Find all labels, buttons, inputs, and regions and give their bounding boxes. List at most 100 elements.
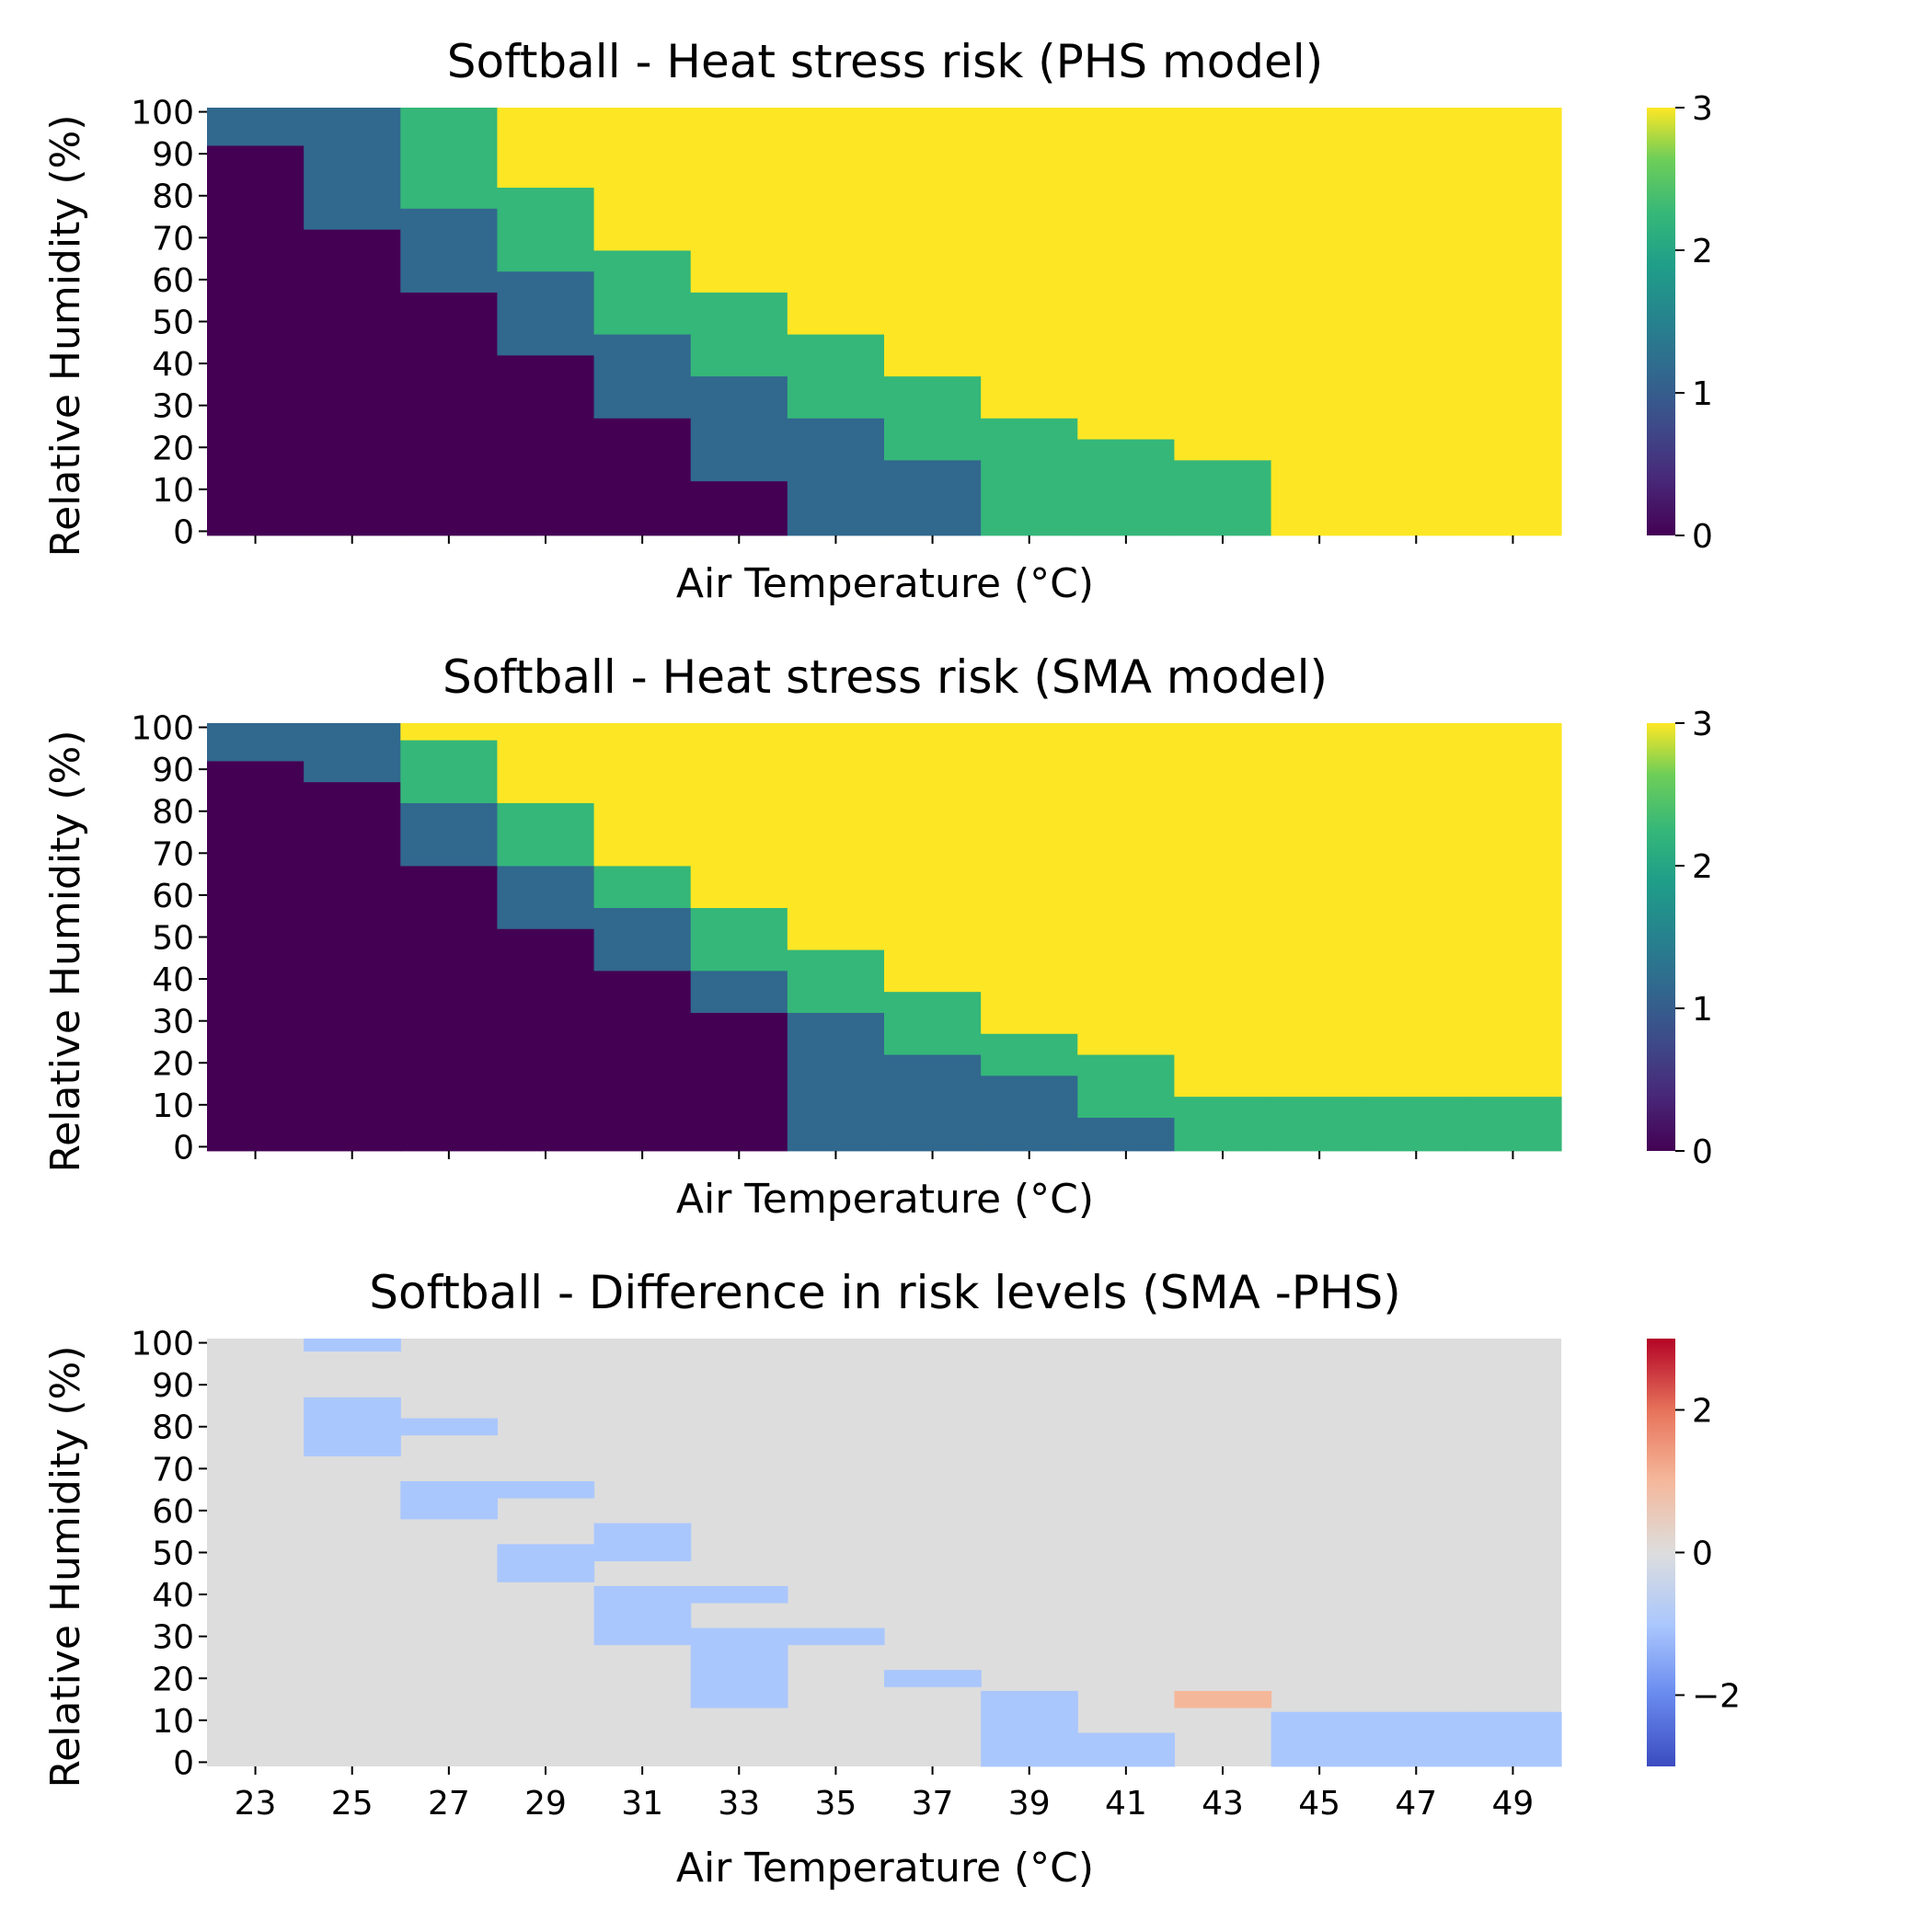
heatmap-cell-level-0 [497, 928, 594, 1151]
y-tick-label: 50 [152, 1535, 194, 1573]
heatmap-cell-diff [594, 1524, 692, 1561]
colorbar: 0 1 2 3 [1647, 90, 1713, 556]
heatmap-cell-level-2 [691, 293, 788, 377]
heatmap-cell-level-1 [497, 866, 594, 929]
heatmap-cell-level-1 [594, 334, 692, 419]
y-tick-label: 60 [152, 262, 194, 300]
heatmap-cell-level-3 [981, 723, 1078, 1034]
x-tick-label: 41 [1105, 1785, 1147, 1823]
heatmap-cell-level-2 [400, 108, 498, 209]
heatmap-cell-level-0 [691, 481, 788, 536]
heatmap-cell-level-3 [884, 723, 982, 992]
y-tick-label: 70 [152, 835, 194, 873]
y-tick-label: 100 [131, 1326, 194, 1363]
heatmap-cell-diff [304, 1397, 401, 1456]
y-tick-label: 80 [152, 178, 194, 216]
heatmap-cell-level-2 [1174, 1097, 1271, 1152]
y-tick-label: 80 [152, 1409, 194, 1447]
heatmap-cell-diff [788, 1628, 885, 1646]
heatmap-cell-level-3 [1174, 108, 1271, 460]
y-tick-label: 90 [152, 752, 194, 789]
colorbar-tick-label: 2 [1692, 233, 1713, 270]
y-tick-label: 50 [152, 305, 194, 342]
heatmap-cell-level-3 [1465, 723, 1562, 1097]
y-tick-label: 50 [152, 920, 194, 958]
heatmap-cell-level-1 [691, 376, 788, 481]
heatmap-cell-level-2 [1465, 1097, 1562, 1152]
y-tick-label: 30 [152, 1619, 194, 1657]
x-tick-label: 45 [1298, 1785, 1340, 1823]
panel-phs: Softball - Heat stress risk (PHS model) … [42, 35, 1713, 607]
y-tick-label: 20 [152, 430, 194, 467]
y-tick-label: 0 [173, 1129, 194, 1167]
y-tick-label: 90 [152, 1367, 194, 1405]
x-tick-label: 31 [621, 1785, 663, 1823]
heatmap-cell-level-3 [497, 723, 594, 803]
y-axis-label: Relative Humidity (%) [42, 1345, 89, 1788]
y-tick-label: 90 [152, 136, 194, 174]
heatmap-cell-level-0 [691, 1013, 788, 1152]
heatmap-cell-level-1 [1077, 1118, 1175, 1152]
y-tick-label: 30 [152, 388, 194, 426]
chart-title: Softball - Heat stress risk (PHS model) [447, 35, 1323, 88]
y-tick-label: 0 [173, 513, 194, 551]
heatmap-cell-level-0 [594, 418, 692, 535]
panel-sma: Softball - Heat stress risk (SMA model) … [42, 650, 1713, 1223]
y-tick-label: 60 [152, 878, 194, 915]
heatmap-cell-level-3 [594, 108, 692, 250]
heatmap-cells [207, 108, 1562, 535]
y-tick-label: 70 [152, 220, 194, 258]
heatmap-cell-level-0 [304, 229, 401, 535]
y-tick-label: 40 [152, 346, 194, 384]
heatmap-cell-level-2 [497, 803, 594, 867]
colorbar-tick-label: 2 [1692, 1393, 1713, 1431]
heatmap-cell-level-1 [884, 1054, 982, 1151]
heatmap-cell-level-2 [1077, 439, 1175, 535]
colorbar: 0 1 2 3 [1647, 706, 1713, 1171]
y-tick-label: 40 [152, 1577, 194, 1615]
heatmap-cell-diff [1368, 1712, 1466, 1767]
colorbar: −2 0 2 [1647, 1339, 1741, 1766]
heatmap-cell-level-3 [788, 108, 885, 335]
heatmap-cell-diff [981, 1691, 1078, 1766]
heatmap-cell-level-3 [884, 108, 982, 376]
heatmap-cell-diff [594, 1586, 692, 1645]
heatmap-cell-level-2 [691, 908, 788, 972]
colorbar-gradient [1647, 108, 1675, 535]
heatmap-cell-level-2 [788, 334, 885, 419]
heatmap-cell-diff [497, 1481, 594, 1499]
heatmap-cells [207, 1339, 1562, 1766]
heatmap-cells [207, 723, 1562, 1151]
heatmap-cell-level-2 [400, 740, 498, 803]
y-tick-label: 10 [152, 1087, 194, 1125]
x-tick-label: 43 [1202, 1785, 1244, 1823]
colorbar-tick-label: 0 [1692, 1535, 1713, 1573]
heatmap-cell-diff [1077, 1733, 1175, 1767]
heatmap-cell-level-3 [1271, 108, 1369, 535]
heatmap-cell-level-1 [400, 803, 498, 867]
heatmap-cell-level-3 [1465, 108, 1562, 535]
y-axis-label: Relative Humidity (%) [42, 730, 89, 1172]
y-tick-label: 20 [152, 1045, 194, 1083]
x-axis-label: Air Temperature (°C) [676, 560, 1094, 607]
colorbar-tick-label: 0 [1692, 518, 1713, 556]
heatmap-cell-level-3 [691, 723, 788, 908]
heatmap-cell-diff [497, 1544, 594, 1581]
heatmap-cell-diff [304, 1339, 401, 1351]
chart-title: Softball - Heat stress risk (SMA model) [443, 650, 1328, 704]
heatmap-cell-level-2 [884, 992, 982, 1055]
heatmap-cell-diff [1465, 1712, 1562, 1767]
y-tick-label: 20 [152, 1661, 194, 1698]
x-axis-label: Air Temperature (°C) [676, 1176, 1094, 1223]
y-tick-label: 70 [152, 1451, 194, 1489]
heatmap-cell-diff [400, 1481, 498, 1519]
heatmap-cell-level-1 [400, 208, 498, 293]
heatmap-cell-level-1 [207, 108, 305, 145]
heatmap-cell-level-2 [1174, 460, 1271, 535]
heatmap-cell-level-3 [691, 108, 788, 293]
colorbar-tick-label: −2 [1692, 1678, 1741, 1716]
